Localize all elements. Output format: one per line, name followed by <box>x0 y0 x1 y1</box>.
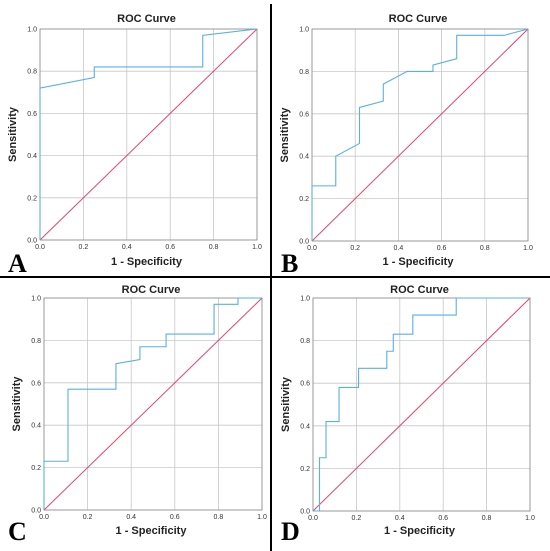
roc-curve <box>313 297 530 512</box>
y-tick-label: 0.6 <box>31 380 41 387</box>
x-tick-label: 0.0 <box>307 245 317 252</box>
chart-title: ROC Curve <box>117 13 176 25</box>
y-axis-label: Sensitivity <box>11 376 23 432</box>
y-tick-label: 0.8 <box>300 338 310 345</box>
y-tick-label: 1.0 <box>299 27 309 34</box>
x-tick-label: 0.4 <box>122 244 132 251</box>
x-tick-label: 0.8 <box>214 514 224 521</box>
x-tick-label: 0.2 <box>350 245 360 252</box>
y-axis-label: Sensitivity <box>7 106 19 162</box>
y-tick-label: 0.6 <box>299 111 309 118</box>
y-axis-label: Sensitivity <box>280 376 292 432</box>
x-axis-label: 1 - Specificity <box>383 256 455 268</box>
reference-line <box>311 28 529 242</box>
y-tick-label: 0.8 <box>27 69 37 76</box>
y-tick-label: 0.2 <box>27 195 37 202</box>
x-tick-label: 1.0 <box>525 515 535 522</box>
y-tick-label: 0.4 <box>31 423 41 430</box>
panel-c: 0.0 0.2 0.4 0.6 0.8 1.0 0.0 0.2 0.4 0.6 0.8 1.0 ROC … <box>8 284 267 546</box>
y-tick-label: 0.8 <box>299 69 309 76</box>
panel-letter: A <box>8 249 27 278</box>
panel-b: 0.0 0.2 0.4 0.6 0.8 1.0 0.0 0.2 0.4 0.6 0.8 1.0 ROC … <box>279 13 533 278</box>
x-tick-label: 0.6 <box>170 514 180 521</box>
x-tick-label: 0.2 <box>352 515 362 522</box>
x-tick-label: 1.0 <box>257 514 267 521</box>
y-tick-label: 0.2 <box>300 466 310 473</box>
y-tick-label: 1.0 <box>31 296 41 303</box>
x-tick-label: 0.2 <box>83 514 93 521</box>
y-tick-label: 0.6 <box>300 381 310 388</box>
y-tick-label: 1.0 <box>27 27 37 34</box>
y-axis-label: Sensitivity <box>279 107 291 163</box>
reference-line <box>312 297 531 512</box>
x-tick-label: 0.6 <box>438 515 448 522</box>
roc-curve <box>311 28 529 241</box>
chart-title: ROC Curve <box>122 284 181 296</box>
y-tick-label: 0.4 <box>300 423 310 430</box>
y-tick-label: 0.4 <box>299 154 309 161</box>
x-axis-label: 1 - Specificity <box>384 525 456 537</box>
x-tick-label: 0.4 <box>126 514 136 521</box>
x-tick-label: 0.0 <box>39 514 49 521</box>
roc-curve <box>39 28 258 240</box>
roc-curve <box>43 297 262 510</box>
y-tick-label: 0.8 <box>31 338 41 345</box>
x-tick-label: 0.8 <box>209 244 219 251</box>
reference-line <box>43 297 263 511</box>
y-tick-label: 1.0 <box>300 296 310 303</box>
plot-frame <box>43 297 263 511</box>
plot-frame <box>312 297 531 512</box>
panel-a: 0.0 0.2 0.4 0.6 0.8 1.0 0.0 0.2 0.4 0.6 0.8 1.0 ROC … <box>7 13 262 278</box>
x-tick-label: 1.0 <box>523 245 533 252</box>
y-tick-label: 0.0 <box>31 508 41 515</box>
y-tick-label: 0.0 <box>27 238 37 245</box>
chart-title: ROC Curve <box>390 284 449 296</box>
x-tick-label: 0.0 <box>308 515 318 522</box>
plot-frame <box>311 28 529 242</box>
x-tick-label: 0.0 <box>35 244 45 251</box>
x-tick-label: 0.8 <box>480 245 490 252</box>
panel-letter: B <box>281 249 298 278</box>
x-tick-label: 1.0 <box>252 244 262 251</box>
x-tick-label: 0.8 <box>482 515 492 522</box>
y-tick-label: 0.0 <box>299 239 309 246</box>
chart-title: ROC Curve <box>389 13 448 25</box>
x-tick-label: 0.6 <box>165 244 175 251</box>
x-tick-label: 0.6 <box>437 245 447 252</box>
panel-d: 0.0 0.2 0.4 0.6 0.8 1.0 0.0 0.2 0.4 0.6 0.8 1.0 ROC … <box>280 284 535 546</box>
x-axis-label: 1 - Specificity <box>111 256 183 268</box>
panel-letter: D <box>281 517 300 546</box>
y-tick-label: 0.2 <box>299 196 309 203</box>
x-tick-label: 0.4 <box>395 515 405 522</box>
x-axis-label: 1 - Specificity <box>116 525 188 537</box>
y-tick-label: 0.0 <box>300 509 310 516</box>
reference-line <box>39 28 258 241</box>
y-tick-label: 0.6 <box>27 111 37 118</box>
y-tick-label: 0.2 <box>31 465 41 472</box>
y-tick-label: 0.4 <box>27 153 37 160</box>
panel-letter: C <box>8 517 27 546</box>
x-tick-label: 0.4 <box>394 245 404 252</box>
x-tick-label: 0.2 <box>79 244 89 251</box>
